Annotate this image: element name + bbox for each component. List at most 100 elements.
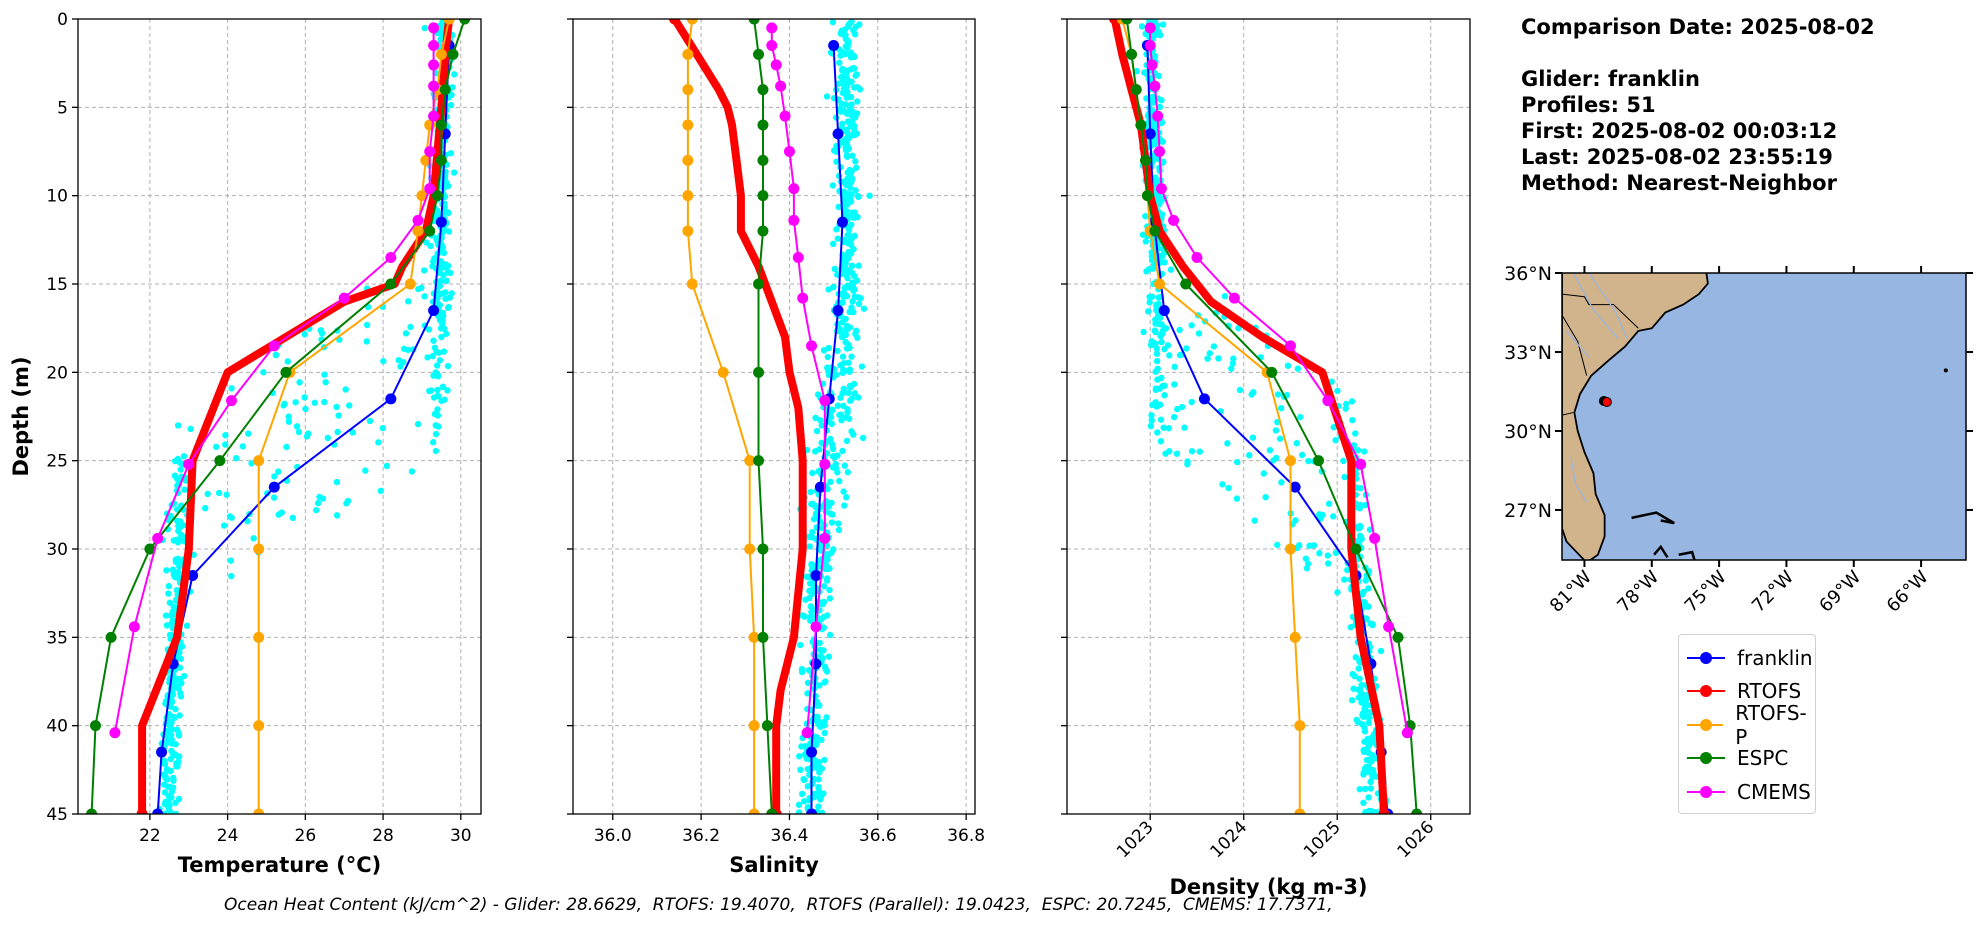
glider-observation-point	[313, 506, 320, 514]
series-point-espc	[435, 154, 447, 166]
series-point-espc	[1411, 808, 1423, 814]
glider-observation-point	[1221, 293, 1229, 300]
glider-observation-point	[443, 330, 450, 338]
x-tick-label: 1023	[1113, 817, 1158, 862]
glider-observation-point	[1153, 350, 1161, 357]
series-point-cmems	[797, 292, 809, 304]
glider-observation-point	[1347, 624, 1354, 631]
glider-observation-point	[278, 509, 285, 516]
glider-observation-point	[839, 120, 846, 128]
series-franklin	[1141, 40, 1394, 814]
series-point-franklin	[806, 808, 818, 814]
glider-observation-point	[854, 83, 861, 91]
glider-observation-point	[826, 595, 834, 602]
glider-observation-point	[852, 158, 859, 165]
glider-observation-point	[333, 512, 341, 519]
glider-observation-point	[1262, 493, 1269, 501]
plot-area	[669, 19, 873, 814]
glider-observation-point	[1225, 484, 1232, 492]
glider-observation-point	[447, 101, 455, 109]
glider-observation-point	[1152, 386, 1160, 394]
glider-observation-point	[1365, 719, 1372, 726]
glider-observation-point	[1310, 542, 1318, 549]
glider-observation-point	[440, 249, 448, 257]
series-line-cmems	[1149, 27, 1409, 733]
glider-observation-point	[176, 558, 183, 565]
series-point-cmems	[783, 146, 795, 157]
glider-observation-point	[822, 678, 829, 685]
state-border	[1562, 412, 1574, 416]
glider-observation-point	[289, 514, 297, 522]
glider-observation-point	[1330, 424, 1337, 431]
glider-observation-point	[169, 688, 176, 695]
series-point-rtofs-p	[253, 543, 265, 555]
series-point-rtofs-p	[443, 19, 455, 25]
glider-observation-point	[168, 719, 175, 726]
glider-observation-point	[1334, 387, 1341, 395]
series-point-cmems	[1191, 252, 1203, 263]
series-point-espc	[748, 19, 760, 25]
glider-observation-point	[260, 369, 267, 376]
glider-observation-point	[835, 526, 843, 534]
glider-observation-point	[842, 338, 849, 346]
glider-observation-point	[822, 666, 830, 673]
y-axis-label: Depth (m)	[9, 356, 33, 476]
glider-observation-point	[1153, 357, 1161, 365]
glider-observation-point	[852, 330, 859, 338]
glider-observation-point	[806, 543, 813, 550]
glider-observation-point	[1276, 435, 1284, 442]
series-point-espc	[766, 808, 778, 814]
series-cmems	[109, 22, 440, 739]
series-point-rtofs-p	[420, 154, 432, 166]
glider-observation-point	[1235, 325, 1242, 332]
series-point-espc	[757, 154, 769, 166]
glider-observation-point	[849, 298, 856, 305]
glider-observation-point	[816, 446, 823, 453]
glider-observation-point	[179, 643, 186, 650]
glider-observation-point	[377, 487, 384, 495]
glider-observation-point	[838, 27, 845, 35]
glider-observation-point	[1152, 320, 1159, 327]
y-tick-label: 0	[57, 10, 68, 30]
glider-observation-point	[448, 91, 455, 99]
glider-observation-point	[1228, 365, 1235, 372]
glider-observation-point	[293, 423, 301, 430]
glider-observation-point	[836, 59, 843, 66]
glider-observation-point	[1196, 448, 1203, 455]
glider-observation-point	[1140, 328, 1147, 336]
glider-observation-point	[1324, 560, 1332, 567]
glider-observation-point	[215, 489, 223, 497]
glider-observation-point	[432, 430, 440, 438]
glider-observation-point	[1162, 450, 1169, 457]
glider-observation-point	[1158, 321, 1165, 328]
glider-observation-point	[165, 590, 172, 597]
glider-observation-point	[175, 732, 183, 739]
series-point-espc	[144, 543, 156, 555]
glider-observation-point	[271, 473, 278, 480]
glider-observation-point	[853, 277, 861, 284]
glider-observation-point	[1315, 511, 1323, 518]
glider-observation-point	[1274, 391, 1282, 398]
legend-label: CMEMS	[1737, 779, 1811, 804]
glider-observation-point	[1350, 685, 1357, 692]
glider-observation-point	[1277, 404, 1285, 412]
legend-swatch	[1687, 751, 1725, 765]
glider-observation-point	[163, 801, 170, 808]
series-rtofs-p	[253, 19, 455, 814]
glider-observation-point	[1356, 675, 1363, 682]
y-tick-label: 5	[57, 98, 68, 118]
series-point-rtofs-p	[404, 278, 416, 290]
glider-observation-point	[434, 406, 441, 413]
glider-observation-point	[866, 192, 873, 199]
glider-observation-point	[181, 672, 188, 680]
glider-observation-point	[818, 736, 825, 744]
glider-observation-point	[847, 122, 854, 130]
x-axis-label: Temperature (°C)	[178, 853, 381, 877]
series-franklin	[152, 40, 455, 814]
glider-observation-point	[813, 427, 821, 435]
glider-observation-point	[444, 362, 452, 370]
glider-observation-point	[1155, 294, 1162, 301]
glider-observation-point	[1176, 351, 1184, 359]
glider-observation-point	[1260, 470, 1267, 477]
glider-observation-point	[161, 781, 168, 788]
